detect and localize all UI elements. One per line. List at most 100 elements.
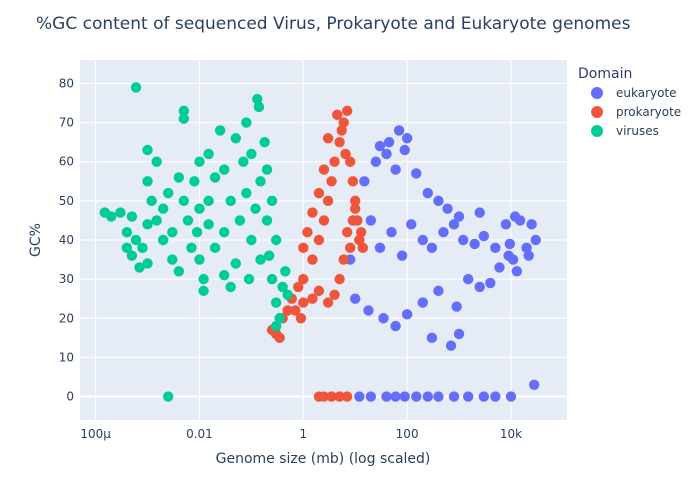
data-point-eukaryote <box>530 234 541 246</box>
data-point-viruses <box>157 234 169 246</box>
data-point-prokaryote <box>318 215 330 226</box>
data-point-prokaryote <box>282 305 293 316</box>
data-point-prokaryote <box>290 305 301 316</box>
chart-title: %GC content of sequenced Virus, Prokaryo… <box>36 14 631 34</box>
legend-label-viruses: viruses <box>616 124 659 138</box>
data-point-eukaryote <box>528 379 540 390</box>
data-point-viruses <box>106 211 117 222</box>
data-point-viruses <box>115 207 126 218</box>
data-point-viruses <box>270 234 282 246</box>
data-point-eukaryote <box>426 242 438 254</box>
data-point-eukaryote <box>438 226 449 238</box>
data-point-viruses <box>163 391 174 402</box>
data-point-prokaryote <box>313 187 325 199</box>
data-point-viruses <box>130 234 142 246</box>
data-point-viruses <box>219 226 230 238</box>
data-point-viruses <box>255 254 266 265</box>
x-tick-label: 0.01 <box>186 427 213 441</box>
data-point-eukaryote <box>462 391 474 402</box>
data-point-prokaryote <box>313 285 325 297</box>
data-point-eukaryote <box>386 226 397 238</box>
data-point-eukaryote <box>401 309 413 320</box>
data-point-eukaryote <box>411 391 422 402</box>
data-point-prokaryote <box>322 195 334 207</box>
data-point-eukaryote <box>399 144 410 156</box>
data-point-eukaryote <box>426 332 438 344</box>
data-point-viruses <box>261 215 273 226</box>
data-point-viruses <box>225 281 236 293</box>
data-point-viruses <box>142 219 153 230</box>
data-point-viruses <box>246 234 257 246</box>
legend-title: Domain <box>578 66 632 82</box>
y-tick-label: 10 <box>59 350 74 364</box>
data-point-eukaryote <box>390 320 401 332</box>
points-layer <box>99 82 541 402</box>
data-point-viruses <box>263 250 275 261</box>
data-point-prokaryote <box>354 234 365 246</box>
data-point-viruses <box>189 176 200 187</box>
data-point-eukaryote <box>474 281 485 293</box>
data-point-eukaryote <box>523 250 534 261</box>
data-point-prokaryote <box>332 109 343 120</box>
data-point-viruses <box>157 203 169 214</box>
data-point-viruses <box>121 226 133 238</box>
data-point-viruses <box>280 266 291 277</box>
data-point-viruses <box>230 258 241 269</box>
data-point-prokaryote <box>347 215 359 226</box>
data-point-prokaryote <box>344 242 356 254</box>
data-point-prokaryote <box>355 226 367 238</box>
data-point-eukaryote <box>365 215 377 226</box>
data-point-viruses <box>261 164 273 175</box>
data-point-prokaryote <box>338 117 349 128</box>
data-point-viruses <box>277 281 288 293</box>
data-point-viruses <box>178 113 190 124</box>
data-point-eukaryote <box>457 234 469 246</box>
legend-marker-eukaryote <box>591 87 603 99</box>
data-point-eukaryote <box>514 215 526 226</box>
data-point-viruses <box>194 156 205 167</box>
y-tick-label: 70 <box>59 116 74 130</box>
data-point-eukaryote <box>442 203 453 214</box>
data-point-viruses <box>255 176 266 187</box>
data-point-prokaryote <box>338 254 349 265</box>
data-point-prokaryote <box>298 297 309 308</box>
data-point-prokaryote <box>298 242 309 254</box>
x-tick-label: 1 <box>299 427 307 441</box>
data-point-viruses <box>182 215 194 226</box>
data-point-eukaryote <box>448 219 460 230</box>
data-point-prokaryote <box>336 125 347 136</box>
data-point-viruses <box>241 187 252 199</box>
data-point-viruses <box>209 242 221 254</box>
data-point-viruses <box>198 273 209 285</box>
data-point-viruses <box>219 270 230 281</box>
data-point-eukaryote <box>390 391 401 402</box>
data-point-eukaryote <box>451 301 462 312</box>
data-point-viruses <box>194 254 205 265</box>
data-point-viruses <box>253 101 265 113</box>
data-point-viruses <box>238 156 249 167</box>
data-point-viruses <box>194 203 205 214</box>
legend-marker-prokaryote <box>591 106 603 118</box>
x-tick-label: 10k <box>500 427 522 441</box>
data-point-viruses <box>142 144 153 156</box>
data-point-eukaryote <box>378 313 389 324</box>
data-point-viruses <box>142 258 153 269</box>
data-point-viruses <box>266 195 278 207</box>
data-point-prokaryote <box>298 273 309 285</box>
data-point-prokaryote <box>334 136 345 148</box>
y-tick-label: 20 <box>59 311 74 325</box>
data-point-eukaryote <box>422 391 433 402</box>
data-point-eukaryote <box>453 328 465 340</box>
data-point-eukaryote <box>521 242 532 254</box>
data-point-viruses <box>151 215 162 226</box>
data-point-eukaryote <box>478 391 490 402</box>
data-point-viruses <box>173 266 185 277</box>
data-point-prokaryote <box>326 391 337 402</box>
data-point-prokaryote <box>307 293 318 304</box>
data-point-eukaryote <box>453 211 465 222</box>
data-point-prokaryote <box>322 133 334 144</box>
data-point-eukaryote <box>526 219 537 230</box>
data-point-eukaryote <box>399 391 410 402</box>
y-tick-label: 50 <box>59 194 74 208</box>
data-point-eukaryote <box>363 305 374 316</box>
